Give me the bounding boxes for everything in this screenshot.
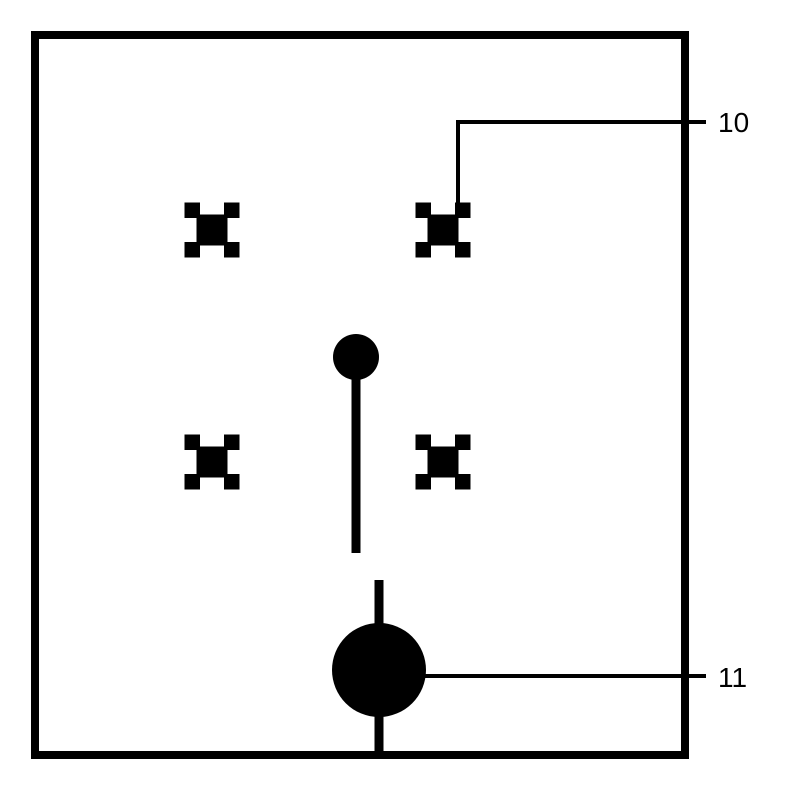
bottom-node <box>332 623 426 717</box>
cross-marker-2 <box>185 435 240 490</box>
top-node <box>333 334 379 380</box>
callout-line-10 <box>458 122 706 210</box>
cross-marker-0 <box>185 203 240 258</box>
cross-marker-1 <box>416 203 471 258</box>
diagram-svg <box>0 0 791 789</box>
diagram-canvas: 10 11 <box>0 0 791 789</box>
callout-label-10: 10 <box>718 107 749 139</box>
cross-marker-3 <box>416 435 471 490</box>
callout-label-11: 11 <box>718 662 747 694</box>
